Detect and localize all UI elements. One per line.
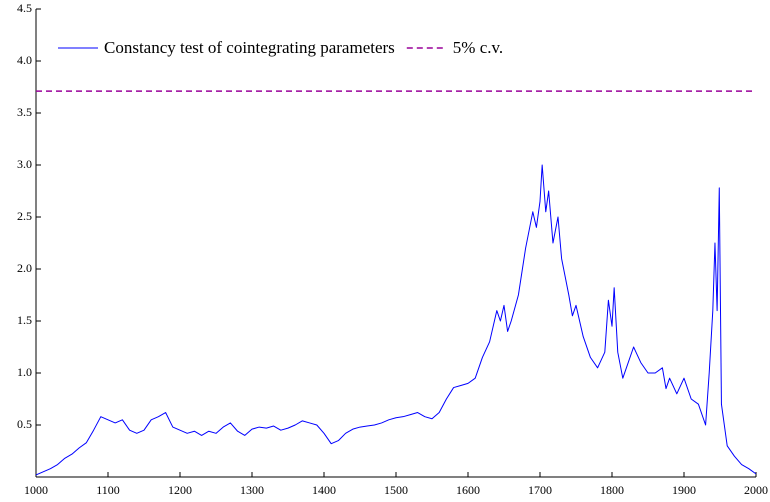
legend-label: 5% c.v. (453, 38, 503, 57)
legend-label: Constancy test of cointegrating paramete… (104, 38, 395, 57)
x-tick-label: 1700 (528, 483, 552, 497)
x-tick-label: 1800 (600, 483, 624, 497)
y-tick-label: 1.0 (17, 365, 32, 379)
x-tick-label: 1200 (168, 483, 192, 497)
y-tick-label: 3.5 (17, 105, 32, 119)
x-tick-label: 1300 (240, 483, 264, 497)
y-tick-label: 2.0 (17, 261, 32, 275)
x-tick-label: 1900 (672, 483, 696, 497)
y-tick-label: 3.0 (17, 157, 32, 171)
x-tick-label: 1600 (456, 483, 480, 497)
x-tick-label: 1400 (312, 483, 336, 497)
x-tick-label: 1000 (24, 483, 48, 497)
y-tick-label: 4.5 (17, 1, 32, 15)
y-tick-label: 1.5 (17, 313, 32, 327)
x-tick-label: 2000 (744, 483, 768, 497)
x-tick-label: 1100 (96, 483, 120, 497)
y-tick-label: 4.0 (17, 53, 32, 67)
y-tick-label: 0.5 (17, 417, 32, 431)
y-tick-label: 2.5 (17, 209, 32, 223)
data-line (35, 164, 757, 476)
x-tick-label: 1500 (384, 483, 408, 497)
